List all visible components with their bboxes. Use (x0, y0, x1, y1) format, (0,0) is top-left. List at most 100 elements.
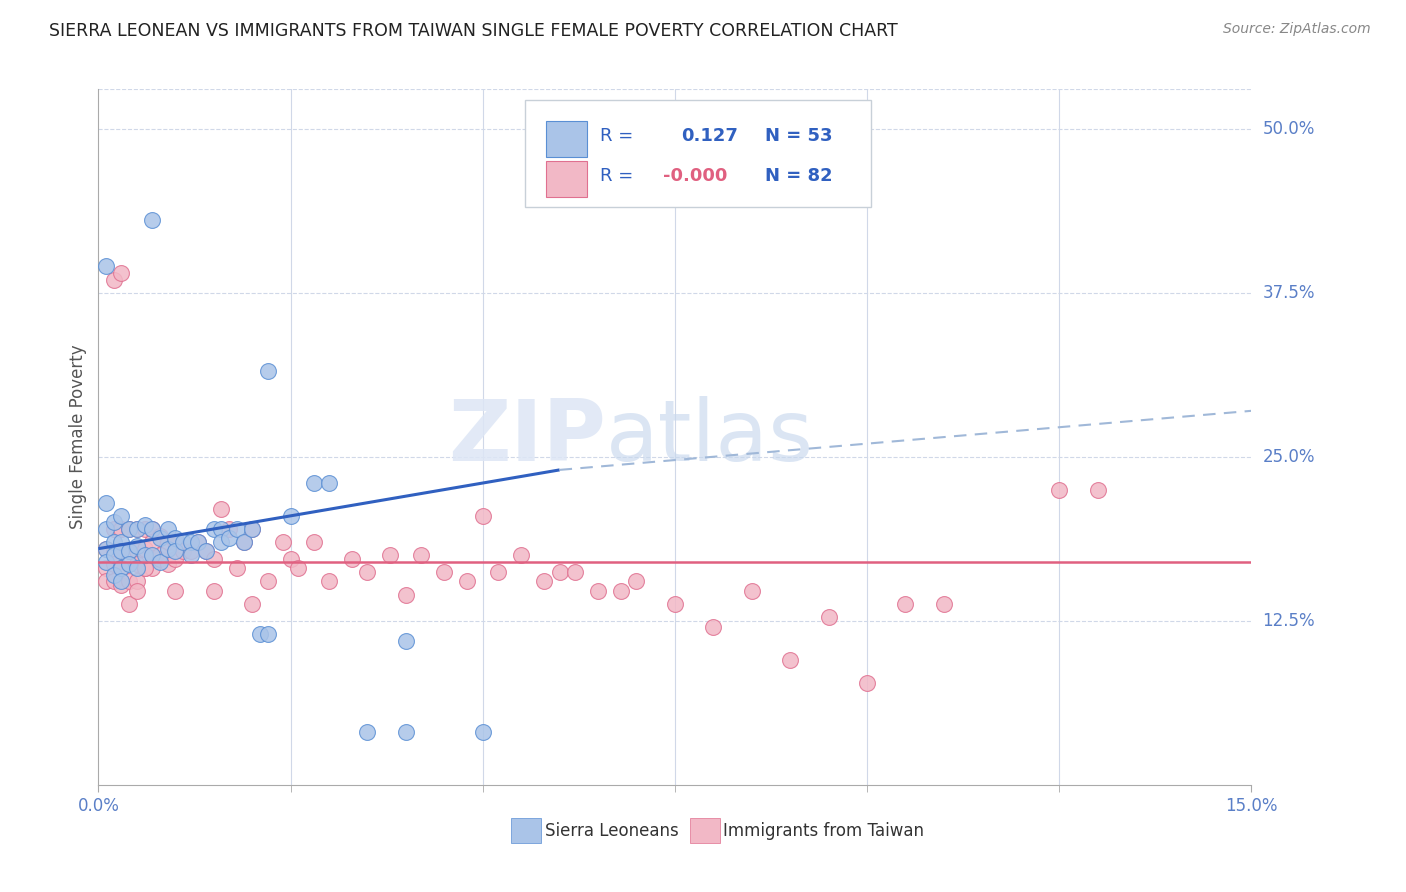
Point (134, 522, 156, 536)
Point (165, 552, 187, 566)
Point (165, 531, 187, 545)
Point (94, 541, 117, 556)
Point (134, 561, 156, 575)
Point (103, 558, 125, 572)
Point (456, 574, 478, 589)
Point (125, 561, 148, 575)
Point (141, 213, 163, 227)
Point (249, 627, 271, 641)
Point (180, 535, 202, 549)
Point (280, 552, 302, 566)
Point (103, 516, 125, 530)
Point (280, 508, 302, 523)
Point (141, 535, 163, 549)
Text: SIERRA LEONEAN VS IMMIGRANTS FROM TAIWAN SINGLE FEMALE POVERTY CORRELATION CHART: SIERRA LEONEAN VS IMMIGRANTS FROM TAIWAN… (49, 22, 898, 40)
Point (318, 476, 340, 491)
Point (125, 574, 148, 589)
Point (233, 535, 256, 549)
Point (118, 574, 141, 589)
Point (149, 548, 172, 562)
Text: R =: R = (600, 127, 633, 145)
Point (202, 552, 225, 566)
Point (233, 535, 256, 549)
Point (356, 566, 378, 580)
Point (165, 544, 187, 558)
Y-axis label: Single Female Poverty: Single Female Poverty (69, 345, 87, 529)
Point (94, 496, 117, 510)
Point (209, 502, 232, 516)
Point (548, 566, 571, 580)
Point (664, 597, 686, 611)
FancyBboxPatch shape (690, 818, 720, 844)
Point (240, 597, 263, 611)
Point (395, 588, 418, 602)
Point (118, 544, 141, 558)
Point (110, 544, 132, 558)
Point (141, 548, 163, 562)
Point (134, 561, 156, 575)
Text: atlas: atlas (606, 395, 814, 479)
Point (110, 508, 132, 523)
Point (141, 522, 163, 536)
Point (195, 544, 218, 558)
Point (94, 541, 117, 556)
Text: 12.5%: 12.5% (1263, 612, 1315, 630)
Point (156, 522, 179, 536)
Point (134, 548, 156, 562)
Point (156, 541, 179, 556)
Point (156, 558, 179, 572)
Point (118, 522, 141, 536)
Point (856, 675, 879, 690)
Point (180, 544, 202, 558)
Point (172, 535, 194, 549)
Point (149, 531, 172, 545)
Point (103, 272, 125, 286)
Point (240, 522, 263, 536)
Text: 50.0%: 50.0% (1263, 120, 1315, 137)
Point (149, 555, 172, 569)
Point (318, 574, 340, 589)
Point (411, 548, 433, 562)
Point (149, 552, 172, 566)
Point (149, 528, 172, 542)
Point (134, 541, 156, 556)
Point (256, 627, 278, 641)
Text: Immigrants from Taiwan: Immigrants from Taiwan (723, 822, 924, 840)
Point (395, 725, 418, 739)
Point (702, 620, 724, 634)
Point (110, 535, 132, 549)
Text: Sierra Leoneans: Sierra Leoneans (544, 822, 678, 840)
Point (209, 535, 232, 549)
Point (256, 364, 278, 378)
Point (932, 597, 955, 611)
Text: -0.000: -0.000 (664, 167, 728, 186)
Point (110, 266, 132, 280)
Point (510, 548, 533, 562)
Point (586, 583, 609, 598)
Point (134, 518, 156, 533)
Text: Source: ZipAtlas.com: Source: ZipAtlas.com (1223, 22, 1371, 37)
Point (94, 561, 117, 575)
Point (356, 725, 378, 739)
Point (894, 597, 917, 611)
Point (103, 522, 125, 536)
Text: N = 53: N = 53 (765, 127, 832, 145)
Point (471, 725, 494, 739)
Point (817, 610, 839, 624)
Point (533, 574, 555, 589)
FancyBboxPatch shape (546, 161, 588, 197)
FancyBboxPatch shape (524, 100, 870, 208)
Text: N = 82: N = 82 (765, 167, 832, 186)
Point (118, 597, 141, 611)
Point (433, 566, 456, 580)
Point (256, 574, 278, 589)
Point (103, 535, 125, 549)
Text: 0.127: 0.127 (681, 127, 738, 145)
Point (125, 544, 148, 558)
Point (225, 561, 247, 575)
Point (1047, 483, 1070, 497)
Point (94, 555, 117, 569)
Point (302, 476, 325, 491)
Point (110, 544, 132, 558)
Point (110, 578, 132, 592)
